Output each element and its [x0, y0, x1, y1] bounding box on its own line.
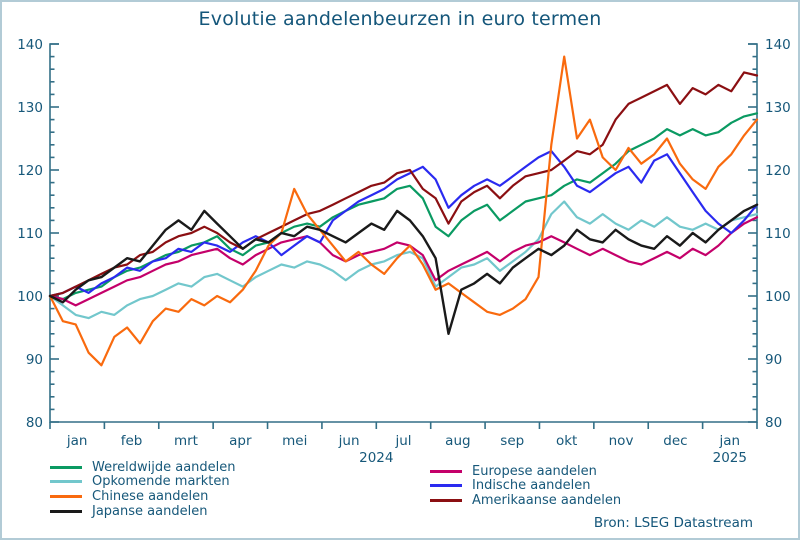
y-tick-label-right: 140 [765, 37, 791, 53]
series-line-wereldwijde-aandelen [48, 112, 759, 301]
y-tick-label-right: 130 [765, 100, 791, 116]
chart-title: Evolutie aandelenbeurzen in euro termen [198, 8, 602, 30]
legend-swatch-icon [50, 480, 82, 484]
legend-column: Wereldwijde aandelen Opkomende markten Chi… [50, 460, 430, 519]
x-month-label: jan [719, 433, 741, 449]
legend-swatch-icon [430, 469, 462, 473]
y-tick-label-left: 80 [26, 415, 43, 431]
legend-label: Indische aandelen [472, 478, 591, 494]
y-tick-label-right: 100 [765, 289, 791, 305]
y-tick-label-right: 90 [765, 352, 782, 368]
legend-item: Indische aandelen [430, 478, 621, 494]
legend-item: Europese aandelen [430, 464, 621, 479]
legend-swatch-icon [50, 494, 82, 498]
y-tick-label-right: 120 [765, 163, 791, 179]
y-tick-label-left: 100 [17, 289, 43, 305]
x-month-label: sep [500, 433, 524, 449]
y-tick-label-right: 80 [765, 415, 782, 431]
y-tick-label-left: 90 [26, 352, 43, 368]
x-month-label: mei [282, 433, 307, 449]
series-line-amerikaanse-aandelen [48, 71, 759, 298]
x-month-label: jan [66, 433, 88, 449]
legend-label: Wereldwijde aandelen [92, 459, 236, 475]
legend-label: Amerikaanse aandelen [472, 492, 622, 508]
series-line-opkomende-markten [48, 200, 759, 320]
legend-column: Europese aandelen Indische aandelen Amerik… [430, 460, 621, 508]
legend-swatch-icon [50, 509, 82, 513]
legend-swatch-icon [50, 465, 82, 469]
legend-label: Opkomende markten [92, 474, 230, 490]
y-tick-label-left: 130 [17, 100, 43, 116]
legend-label: Chinese aandelen [92, 488, 209, 504]
legend-label: Japanse aandelen [92, 503, 208, 519]
x-month-label: apr [229, 433, 252, 449]
x-month-label: dec [663, 433, 687, 449]
legend-item: Wereldwijde aandelen [50, 460, 430, 475]
legend-swatch-icon [430, 498, 462, 502]
x-month-label: jul [394, 433, 411, 449]
y-tick-label-left: 110 [17, 226, 43, 242]
x-month-label: aug [445, 433, 470, 449]
legend-swatch-icon [430, 484, 462, 488]
source-note: Bron: LSEG Datastream [593, 515, 753, 531]
legend-item: Amerikaanse aandelen [430, 493, 621, 508]
x-month-label: jun [338, 433, 360, 449]
x-month-label: okt [556, 433, 577, 449]
axis-spines [49, 43, 758, 423]
legend-item: Chinese aandelen [50, 489, 430, 504]
series-line-europese-aandelen [48, 216, 759, 307]
chart-legend: Wereldwijde aandelen Opkomende markten Chi… [50, 460, 621, 519]
x-month-label: nov [609, 433, 634, 449]
series-line-indische-aandelen [48, 150, 759, 298]
legend-item: Japanse aandelen [50, 504, 430, 519]
x-year-label: 2024 [359, 450, 393, 466]
x-year-label: 2025 [713, 450, 747, 466]
legend-item: Opkomende markten [50, 474, 430, 490]
legend-label: Europese aandelen [472, 463, 597, 479]
axes [49, 43, 758, 429]
x-month-label: mrt [174, 433, 198, 449]
series-line-chinese-aandelen [48, 55, 759, 367]
y-tick-label-left: 120 [17, 163, 43, 179]
y-tick-label-left: 140 [17, 37, 43, 53]
series-line-japanse-aandelen [48, 203, 759, 335]
x-month-label: feb [121, 433, 143, 449]
y-tick-label-right: 110 [765, 226, 791, 242]
